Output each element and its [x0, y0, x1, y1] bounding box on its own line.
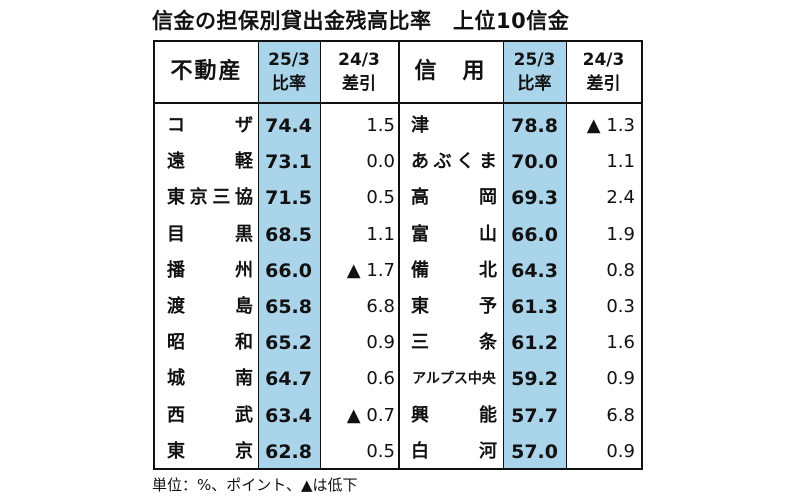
diff-value: 0.6 — [366, 368, 395, 390]
header-diff-label: 差引 — [342, 74, 376, 94]
bank-name: 富山 — [411, 223, 497, 245]
ratio-value: 62.8 — [265, 440, 312, 463]
diff-value: 1.1 — [606, 151, 635, 173]
diff-value: 0.3 — [606, 295, 635, 317]
bank-name: あぶくま — [411, 151, 497, 173]
bank-name: 高岡 — [411, 187, 497, 209]
ratio-column-highlight-right — [503, 42, 566, 468]
ratio-value: 61.3 — [511, 295, 558, 318]
table-row: 遠軽 73.1 0.0 あぶくま 70.0 1.1 — [155, 144, 641, 180]
table-row: 東京三協 71.5 0.5 高岡 69.3 2.4 — [155, 180, 641, 216]
header-left-ratio: 25/3 比率 — [258, 42, 320, 102]
ratio-value: 78.8 — [511, 115, 558, 137]
diff-value: ▲ 1.3 — [586, 115, 635, 136]
ratio-value: 63.4 — [265, 404, 312, 427]
header-ratio-date: 25/3 — [513, 50, 556, 70]
header-right-category: 信 用 — [414, 59, 487, 84]
diff-value: 0.5 — [366, 187, 395, 209]
diff-value: 1.5 — [366, 115, 395, 136]
diff-value: ▲ 0.7 — [346, 404, 395, 426]
bank-name: 播州 — [167, 259, 253, 281]
header-left-category: 不動産 — [170, 59, 243, 84]
bank-name: 城南 — [167, 368, 253, 390]
header-right-diff: 24/3 差引 — [566, 42, 641, 102]
ratio-value: 68.5 — [265, 223, 312, 246]
diff-value: 1.1 — [366, 223, 395, 245]
header-right-ratio: 25/3 比率 — [503, 42, 566, 102]
ratio-value: 70.0 — [511, 151, 558, 174]
ratio-value: 64.3 — [511, 259, 558, 282]
diff-value: 0.8 — [606, 259, 635, 281]
ratio-value: 66.0 — [511, 223, 558, 246]
bank-name: 昭和 — [167, 332, 253, 354]
ratio-value: 74.4 — [265, 115, 312, 137]
page-title: 信金の担保別貸出金残高比率 上位10信金 — [152, 9, 570, 33]
table-row: 目黒 68.5 1.1 富山 66.0 1.9 — [155, 217, 641, 253]
diff-value: 0.9 — [606, 368, 635, 390]
column-divider — [503, 42, 504, 468]
ratio-value: 61.2 — [511, 332, 558, 355]
header-divider — [155, 102, 641, 104]
column-divider — [258, 42, 259, 468]
bank-name: 西武 — [167, 404, 253, 426]
table-row: 城南 64.7 0.6 アルプス中央 59.2 0.9 — [155, 361, 641, 397]
bank-name: 津 — [411, 115, 429, 136]
header-diff-label: 差引 — [586, 74, 621, 94]
bank-name: 東予 — [411, 295, 497, 317]
table-row: 播州 66.0 ▲ 1.7 備北 64.3 0.8 — [155, 253, 641, 289]
diff-value: 0.0 — [366, 151, 395, 173]
bank-name: 備北 — [411, 259, 497, 281]
diff-value: 0.5 — [366, 440, 395, 462]
ratio-value: 59.2 — [511, 368, 558, 391]
ratio-value: 64.7 — [265, 368, 312, 391]
ratio-value: 65.2 — [265, 332, 312, 355]
ratio-value: 66.0 — [265, 259, 312, 282]
table-body: コザ 74.4 1.5 津 78.8 ▲ 1.3 遠軽 73.1 0.0 あぶく… — [155, 108, 641, 470]
diff-value: 1.6 — [606, 332, 635, 354]
diff-value: 6.8 — [366, 295, 395, 317]
bank-name: 三条 — [411, 332, 497, 354]
bank-name: 白河 — [411, 440, 497, 462]
bank-name: 興能 — [411, 404, 497, 426]
bank-name: 遠軽 — [167, 151, 253, 173]
section-divider — [398, 42, 400, 468]
header-ratio-label: 比率 — [272, 74, 306, 94]
table-row: 東京 62.8 0.5 白河 57.0 0.9 — [155, 434, 641, 470]
ratio-value: 57.0 — [511, 440, 558, 463]
ratio-value: 69.3 — [511, 187, 558, 210]
table-row: 昭和 65.2 0.9 三条 61.2 1.6 — [155, 325, 641, 361]
diff-value: 0.9 — [606, 440, 635, 462]
ratio-value: 65.8 — [265, 295, 312, 318]
diff-value: 1.9 — [606, 223, 635, 245]
ratio-value: 71.5 — [265, 187, 312, 210]
header-diff-date: 24/3 — [338, 50, 380, 70]
column-divider — [566, 42, 567, 468]
bank-name: 東京 — [167, 440, 253, 462]
footnote: 単位：%、ポイント、▲は低下 — [152, 476, 358, 494]
diff-value: 6.8 — [606, 404, 635, 426]
ratio-column-highlight-left — [258, 42, 320, 468]
header-ratio-date: 25/3 — [268, 50, 310, 70]
table-row: コザ 74.4 1.5 津 78.8 ▲ 1.3 — [155, 108, 641, 144]
ratio-table: 不動産 25/3 比率 24/3 差引 信 用 25/3 比率 24/3 差引 … — [153, 40, 643, 470]
bank-name: 渡島 — [167, 295, 253, 317]
diff-value: 2.4 — [606, 187, 635, 209]
header-left-diff: 24/3 差引 — [320, 42, 398, 102]
bank-name: 目黒 — [167, 223, 253, 245]
diff-value: ▲ 1.7 — [346, 259, 395, 281]
table-row: 西武 63.4 ▲ 0.7 興能 57.7 6.8 — [155, 398, 641, 434]
column-divider — [320, 42, 321, 468]
bank-name: 東京三協 — [167, 187, 253, 209]
bank-name: アルプス中央 — [412, 371, 496, 388]
ratio-value: 73.1 — [265, 151, 312, 174]
diff-value: 0.9 — [366, 332, 395, 354]
ratio-value: 57.7 — [511, 404, 558, 427]
table-row: 渡島 65.8 6.8 東予 61.3 0.3 — [155, 289, 641, 325]
bank-name: コザ — [167, 115, 253, 136]
header-ratio-label: 比率 — [517, 74, 552, 94]
header-diff-date: 24/3 — [582, 50, 625, 70]
